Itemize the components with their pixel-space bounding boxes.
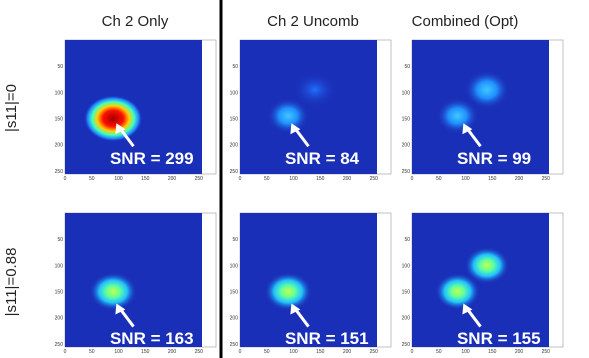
x-tick-label: 100	[114, 176, 123, 182]
x-tick-label: 50	[89, 176, 95, 182]
x-tick-label: 250	[195, 176, 204, 182]
y-tick-label: 100	[230, 90, 239, 96]
snr-label: SNR = 84	[285, 149, 360, 168]
y-tick-label: 200	[55, 143, 64, 149]
column-title: Ch 2 Only	[102, 13, 169, 30]
row-label: |s11|=0.88	[3, 248, 20, 317]
x-tick-label: 100	[114, 349, 123, 355]
x-tick-label: 50	[436, 176, 442, 182]
y-tick-label: 50	[232, 237, 238, 243]
y-tick-label: 250	[55, 342, 64, 348]
y-tick-label: 250	[230, 342, 239, 348]
x-tick-label: 50	[264, 176, 270, 182]
y-tick-label: 250	[55, 169, 64, 175]
y-tick-label: 200	[230, 316, 239, 322]
x-tick-label: 0	[239, 176, 242, 182]
x-tick-label: 100	[461, 176, 470, 182]
x-tick-label: 100	[461, 349, 470, 355]
x-tick-label: 200	[168, 349, 177, 355]
x-tick-label: 250	[542, 349, 551, 355]
y-tick-label: 150	[230, 290, 239, 296]
snr-label: SNR = 99	[457, 149, 531, 168]
x-tick-label: 250	[370, 349, 379, 355]
row-label: |s11|=0	[3, 84, 20, 132]
column-title: Combined (Opt)	[412, 13, 519, 30]
image	[240, 213, 377, 347]
x-tick-label: 50	[436, 349, 442, 355]
x-tick-label: 150	[488, 349, 497, 355]
x-tick-label: 50	[264, 349, 270, 355]
y-tick-label: 150	[55, 290, 64, 296]
snr-label: SNR = 155	[457, 329, 541, 348]
signal-blob	[265, 272, 312, 310]
x-tick-label: 100	[289, 176, 298, 182]
signal-blob	[84, 95, 142, 141]
x-tick-label: 200	[343, 176, 352, 182]
snr-label: SNR = 163	[110, 329, 194, 348]
y-tick-label: 150	[402, 117, 411, 123]
y-tick-label: 200	[402, 316, 411, 322]
signal-blob	[90, 272, 137, 310]
x-tick-label: 0	[411, 349, 414, 355]
y-tick-label: 250	[230, 169, 239, 175]
x-tick-label: 150	[488, 176, 497, 182]
y-tick-label: 50	[404, 64, 410, 70]
y-tick-label: 150	[402, 290, 411, 296]
y-tick-label: 150	[55, 117, 64, 123]
signal-blob	[465, 247, 510, 284]
x-tick-label: 250	[370, 176, 379, 182]
snr-label: SNR = 151	[285, 329, 369, 348]
y-tick-label: 100	[230, 263, 239, 269]
y-tick-label: 250	[402, 169, 411, 175]
x-tick-label: 250	[195, 349, 204, 355]
x-tick-label: 200	[168, 176, 177, 182]
y-tick-label: 50	[57, 64, 63, 70]
x-tick-label: 0	[239, 349, 242, 355]
x-tick-label: 150	[141, 349, 150, 355]
y-tick-label: 150	[230, 117, 239, 123]
y-tick-label: 50	[404, 237, 410, 243]
y-tick-label: 200	[55, 316, 64, 322]
snr-label: SNR = 299	[110, 149, 194, 168]
y-tick-label: 100	[55, 90, 64, 96]
y-tick-label: 100	[55, 263, 64, 269]
x-tick-label: 0	[64, 349, 67, 355]
x-tick-label: 150	[316, 349, 325, 355]
y-tick-label: 250	[402, 342, 411, 348]
column-title: Ch 2 Uncomb	[267, 13, 359, 30]
y-tick-label: 200	[402, 143, 411, 149]
x-tick-label: 50	[89, 349, 95, 355]
x-tick-label: 250	[542, 176, 551, 182]
signal-blob	[293, 72, 338, 107]
y-tick-label: 200	[230, 143, 239, 149]
x-tick-label: 200	[515, 349, 524, 355]
y-tick-label: 50	[57, 237, 63, 243]
x-tick-label: 200	[343, 349, 352, 355]
signal-blob	[465, 71, 510, 109]
x-tick-label: 150	[141, 176, 150, 182]
image	[65, 213, 202, 347]
figure: Ch 2 Only Ch 2 Uncomb Combined (Opt) |s11|=…	[0, 0, 589, 358]
y-tick-label: 100	[402, 90, 411, 96]
y-tick-label: 50	[232, 64, 238, 70]
y-tick-label: 100	[402, 263, 411, 269]
x-tick-label: 100	[289, 349, 298, 355]
x-tick-label: 150	[316, 176, 325, 182]
x-tick-label: 0	[411, 176, 414, 182]
x-tick-label: 0	[64, 176, 67, 182]
x-tick-label: 200	[515, 176, 524, 182]
